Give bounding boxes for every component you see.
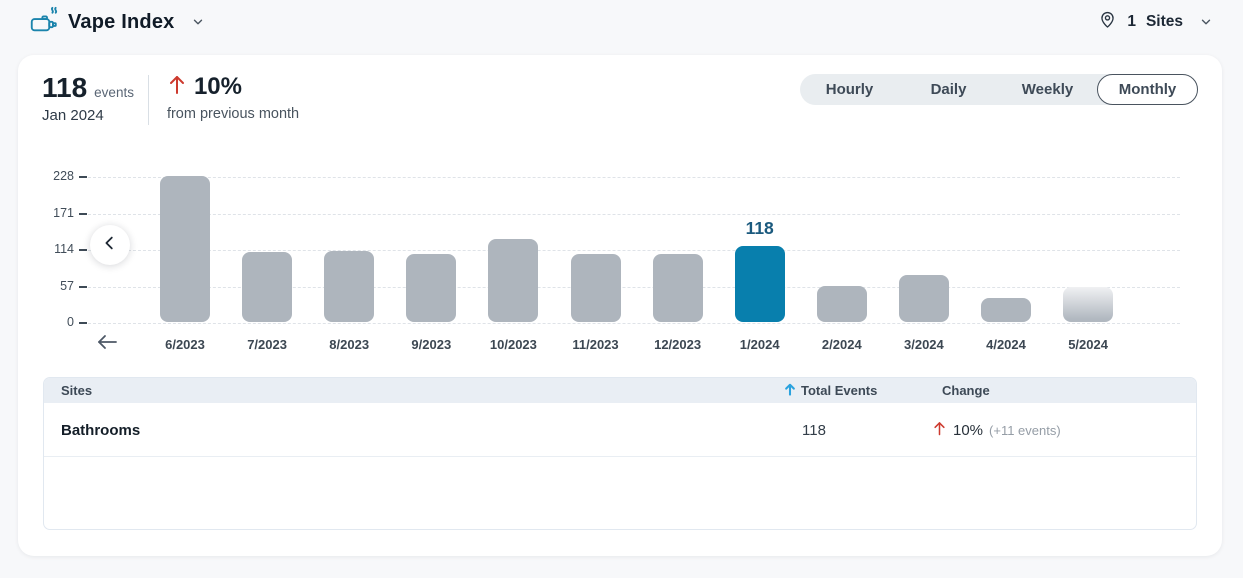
y-axis-label: 0	[67, 315, 74, 329]
site-total-events: 118	[802, 421, 826, 439]
chart-bar-2/2024[interactable]	[816, 286, 867, 322]
y-axis-tick	[79, 212, 87, 215]
chart-bar-10/2023[interactable]	[488, 239, 539, 322]
chart-bar-7/2023[interactable]	[242, 252, 293, 322]
y-axis-tick	[79, 285, 87, 288]
x-axis-label: 11/2023	[572, 337, 619, 352]
x-axis-label: 3/2024	[904, 337, 944, 352]
gridline	[88, 250, 1180, 251]
gridline	[88, 213, 1180, 215]
table-header: Sites Total Events Change	[44, 378, 1196, 403]
y-axis-tick	[79, 322, 87, 324]
chart-bar-9/2023[interactable]	[406, 254, 457, 322]
scroll-back-arrow[interactable]	[96, 333, 118, 356]
chevron-left-icon	[101, 234, 119, 257]
tab-weekly[interactable]: Weekly	[1021, 81, 1074, 98]
change-stat: 10% from previous month	[167, 73, 299, 125]
sites-count: 1	[1127, 13, 1136, 30]
x-axis-label: 8/2023	[329, 337, 370, 352]
highlighted-bar-value: 118	[745, 218, 774, 238]
x-axis-label: 7/2023	[247, 337, 287, 352]
tab-monthly[interactable]: Monthly	[1097, 74, 1198, 105]
site-name: Bathrooms	[61, 421, 141, 439]
chart-bar-8/2023[interactable]	[324, 251, 375, 322]
app-brand[interactable]: Vape Index	[30, 6, 205, 39]
column-header-total-events[interactable]: Total Events	[784, 378, 877, 403]
granularity-tabs: Hourly Daily Weekly Monthly	[800, 74, 1198, 105]
gridline	[88, 177, 1180, 178]
x-axis-label: 6/2023	[165, 337, 205, 352]
gridline	[88, 286, 1180, 288]
chart-bar-5/2024[interactable]	[1063, 287, 1114, 322]
dashboard-card: 118 events Jan 2024 10% from previous mo…	[18, 55, 1222, 556]
y-axis-label: 171	[53, 205, 74, 220]
table-row[interactable]: Bathrooms 118 10% (+11 events)	[44, 403, 1196, 457]
x-axis-label: 12/2023	[654, 337, 702, 352]
change-percent: 10%	[193, 73, 242, 100]
events-count: 118	[42, 72, 88, 103]
title-chevron-down-icon[interactable]	[191, 15, 205, 29]
y-axis-tick	[79, 249, 87, 251]
bar-chart: 0 57 114 171 228 6/2023 7/2023 8/2023 9/2023 10/2…	[18, 165, 1222, 377]
gridline	[88, 323, 1180, 324]
x-axis-label: 10/2023	[489, 337, 537, 352]
x-axis-label: 5/2024	[1068, 337, 1108, 352]
y-axis-label: 57	[60, 278, 74, 293]
y-axis-label: 114	[54, 242, 74, 256]
chart-bar-1/2024[interactable]	[734, 246, 785, 322]
map-pin-icon	[1098, 10, 1117, 34]
sites-chevron-down-icon[interactable]	[1199, 15, 1213, 29]
sites-table: Sites Total Events Change Bathrooms 118	[43, 377, 1197, 530]
column-label-total-events: Total Events	[801, 383, 878, 398]
top-bar: Vape Index 1 Sites	[0, 0, 1243, 44]
column-header-sites[interactable]: Sites	[61, 378, 92, 403]
tab-hourly[interactable]: Hourly	[825, 81, 874, 98]
x-axis-label: 4/2024	[986, 337, 1026, 352]
chart-bar-6/2023[interactable]	[160, 176, 210, 322]
row-trend-up-arrow-icon	[932, 420, 947, 441]
site-change: 10% (+11 events)	[932, 403, 1061, 457]
column-header-change[interactable]: Change	[942, 378, 990, 403]
sites-selector[interactable]: 1 Sites	[1098, 10, 1213, 34]
events-stat: 118 events Jan 2024	[42, 72, 134, 125]
y-axis-tick	[79, 176, 87, 178]
site-change-detail: (+11 events)	[989, 422, 1061, 438]
chart-bar-11/2023[interactable]	[570, 254, 621, 322]
sort-ascending-icon	[784, 383, 796, 399]
summary-section: 118 events Jan 2024 10% from previous mo…	[42, 72, 299, 125]
trend-up-arrow-icon	[167, 73, 187, 100]
chart-bar-4/2024[interactable]	[981, 298, 1031, 322]
summary-divider	[147, 75, 149, 125]
x-axis-label: 2/2024	[821, 337, 862, 352]
y-axis-label: 228	[53, 169, 74, 183]
column-label-sites: Sites	[61, 383, 93, 398]
column-label-change: Change	[942, 383, 990, 398]
sites-label: Sites	[1145, 13, 1183, 30]
events-unit-label: events	[94, 85, 134, 100]
site-change-percent: 10%	[953, 421, 984, 439]
x-axis-label: 9/2023	[411, 337, 452, 352]
tab-daily[interactable]: Daily	[930, 81, 967, 98]
vape-device-icon	[30, 6, 58, 39]
period-label: Jan 2024	[42, 106, 104, 124]
page-title: Vape Index	[68, 10, 175, 33]
chart-bar-12/2023[interactable]	[652, 254, 703, 322]
chart-prev-button[interactable]	[90, 225, 130, 265]
x-axis-label: 1/2024	[739, 337, 780, 352]
chart-bar-3/2024[interactable]	[898, 275, 949, 322]
change-caption: from previous month	[166, 105, 300, 122]
